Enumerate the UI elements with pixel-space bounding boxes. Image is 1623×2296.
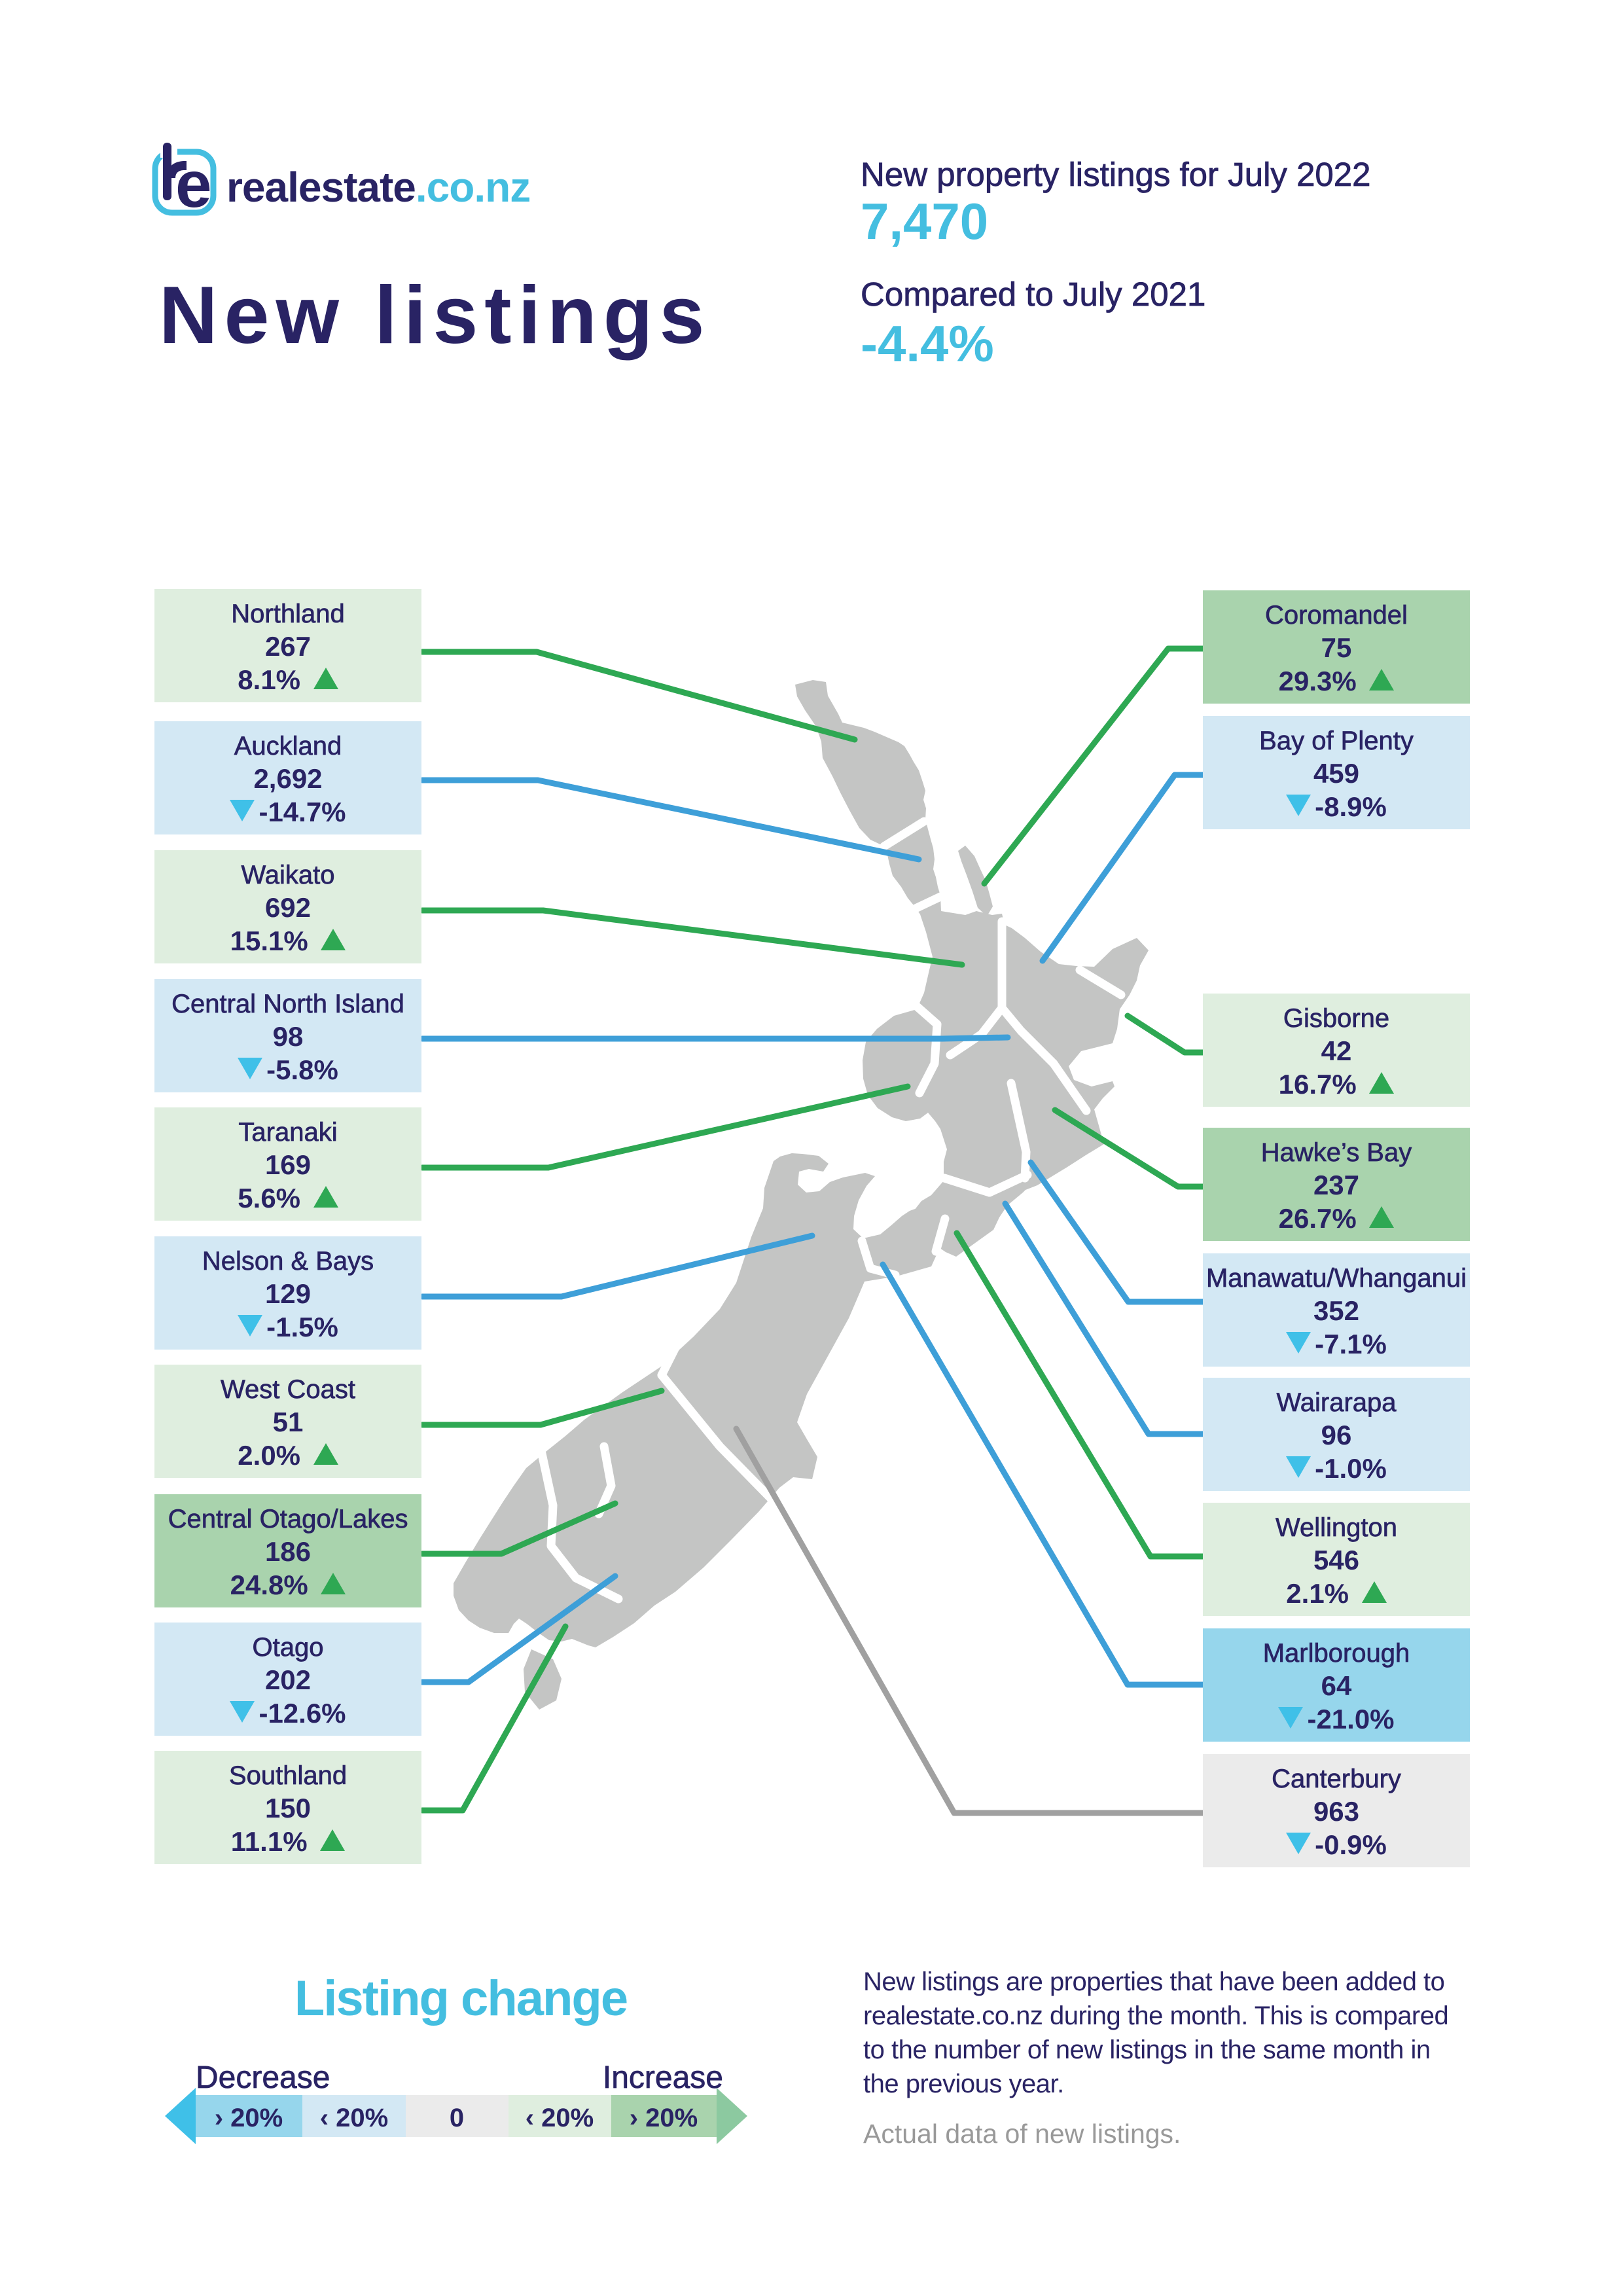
- svg-text:› 20%: › 20%: [630, 2104, 698, 2132]
- svg-text:realestate.co.nz: realestate.co.nz: [226, 164, 530, 211]
- svg-text:‹ 20%: ‹ 20%: [526, 2104, 594, 2132]
- svg-text:› 20%: › 20%: [215, 2104, 283, 2132]
- svg-text:0: 0: [450, 2104, 464, 2132]
- svg-text:‹ 20%: ‹ 20%: [320, 2104, 389, 2132]
- svg-text:e: e: [175, 148, 212, 221]
